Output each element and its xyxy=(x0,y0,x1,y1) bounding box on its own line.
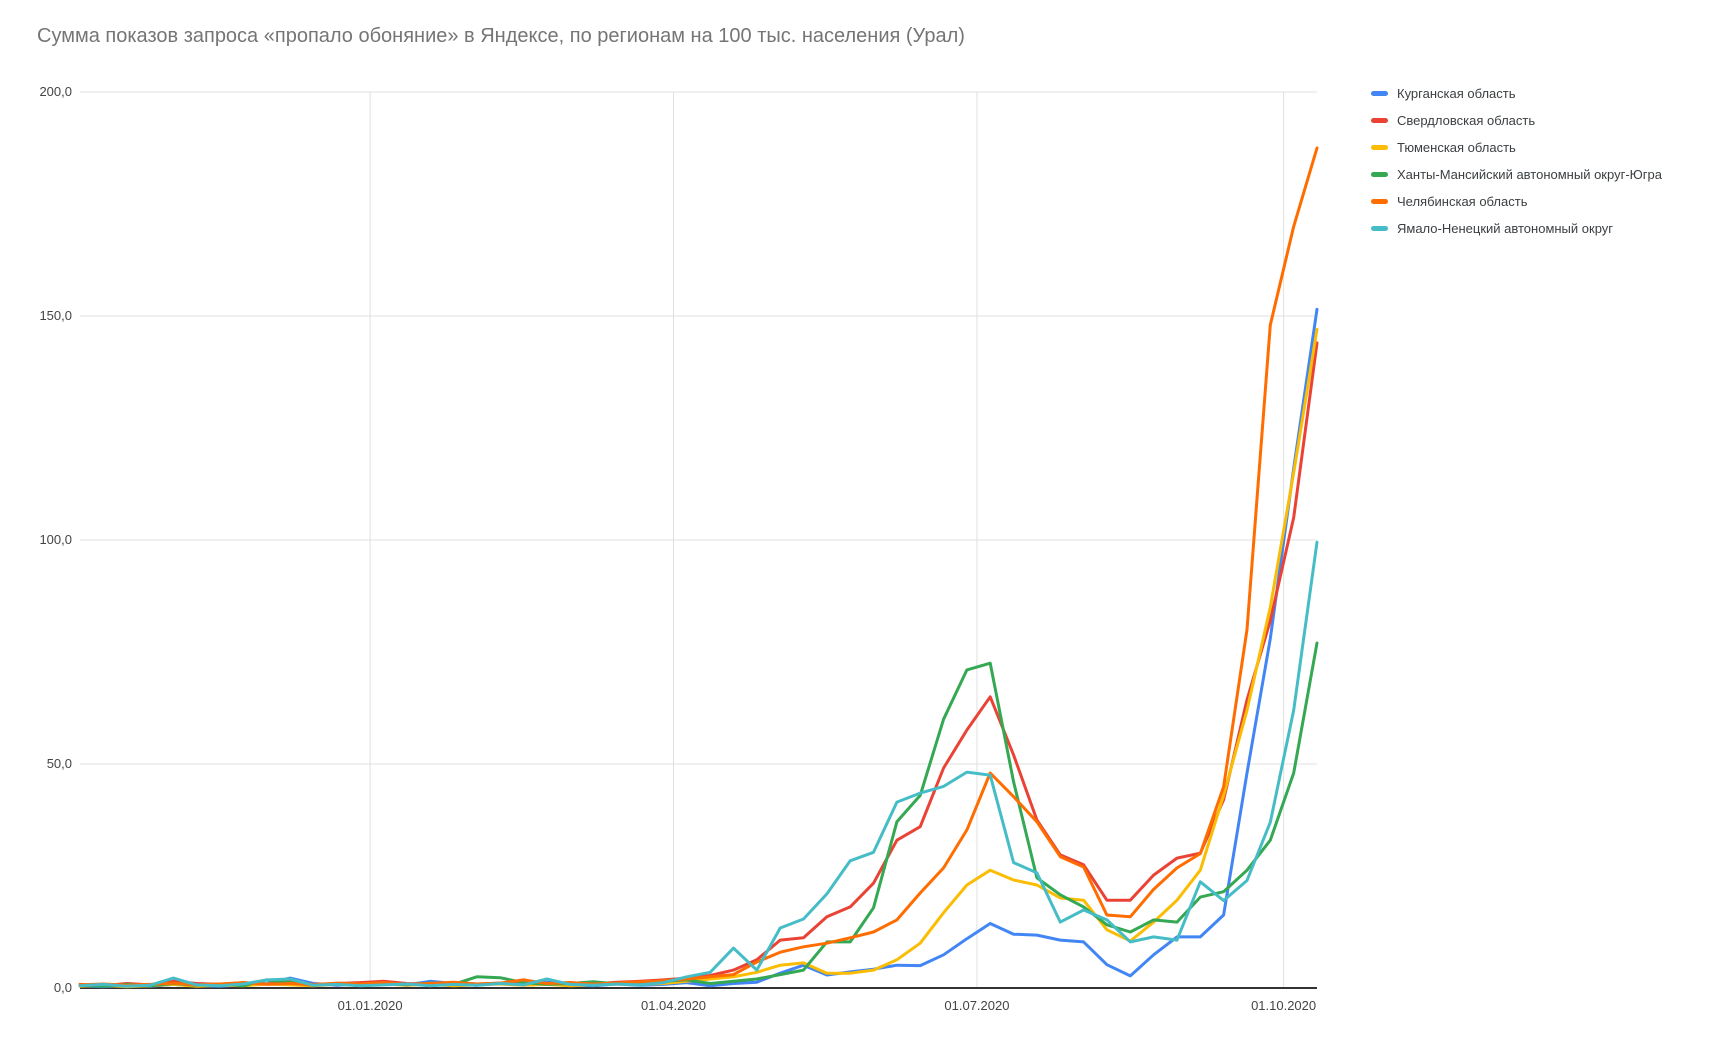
legend-swatch-icon xyxy=(1371,226,1388,231)
legend-swatch-icon xyxy=(1371,145,1388,150)
y-tick-label: 200,0 xyxy=(39,84,72,99)
chart-title: Сумма показов запроса «пропало обоняние»… xyxy=(37,25,965,47)
series-line-1 xyxy=(78,341,1319,988)
x-tick-label: 01.01.2020 xyxy=(337,998,403,1013)
x-tick-label: 01.04.2020 xyxy=(640,998,707,1013)
legend-item-0: Курганская область xyxy=(1371,80,1662,107)
series-line-2 xyxy=(78,327,1319,989)
legend-item-4: Челябинская область xyxy=(1371,188,1662,215)
series-line-4 xyxy=(78,146,1319,987)
legend-label: Курганская область xyxy=(1397,86,1516,101)
legend-item-5: Ямало-Ненецкий автономный округ xyxy=(1371,215,1662,242)
legend-swatch-icon xyxy=(1371,199,1388,204)
legend-label: Челябинская область xyxy=(1397,194,1528,209)
x-tick-label: 01.10.2020 xyxy=(1251,998,1317,1013)
legend-swatch-icon xyxy=(1371,91,1388,96)
series-line-3 xyxy=(78,641,1319,988)
legend-item-3: Ханты-Мансийский автономный округ-Югра xyxy=(1371,161,1662,188)
legend: Курганская область Свердловская область Тю… xyxy=(1371,80,1662,242)
series-line-5 xyxy=(78,540,1319,988)
legend-swatch-icon xyxy=(1371,172,1388,177)
legend-label: Ханты-Мансийский автономный округ-Югра xyxy=(1397,167,1662,182)
series-line-0 xyxy=(78,307,1319,989)
legend-swatch-icon xyxy=(1371,118,1388,123)
legend-label: Тюменская область xyxy=(1397,140,1516,155)
y-tick-label: 50,0 xyxy=(46,756,72,771)
legend-label: Свердловская область xyxy=(1397,113,1536,128)
y-tick-label: 100,0 xyxy=(39,532,72,547)
legend-item-2: Тюменская область xyxy=(1371,134,1662,161)
x-tick-label: 01.07.2020 xyxy=(944,998,1010,1013)
y-tick-label: 0,0 xyxy=(53,980,72,995)
legend-item-1: Свердловская область xyxy=(1371,107,1662,134)
y-tick-label: 150,0 xyxy=(39,308,72,323)
legend-label: Ямало-Ненецкий автономный округ xyxy=(1397,221,1614,236)
